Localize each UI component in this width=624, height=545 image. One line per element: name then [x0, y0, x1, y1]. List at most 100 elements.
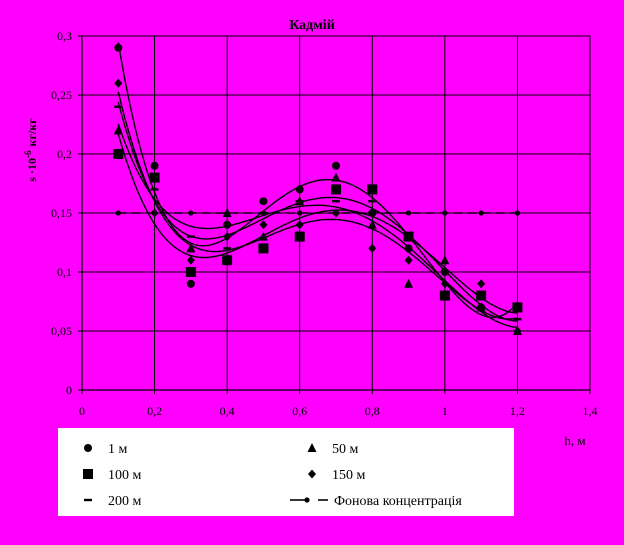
series-5-point: [477, 306, 486, 309]
legend-label: 150 м: [332, 468, 366, 483]
legend-label: 50 м: [332, 442, 359, 457]
series-5-point: [368, 200, 377, 203]
legend-label: Фонова концентрація: [334, 494, 462, 509]
y-axis-label-exponent: -6: [23, 150, 33, 158]
series-3-point: [185, 267, 196, 277]
series-6-point: [369, 210, 375, 216]
series-6-point: [151, 210, 158, 216]
series-4-point: [223, 232, 232, 242]
series-3-point: [331, 184, 341, 195]
series-6-point: [115, 210, 121, 216]
svg-text:s ·10-6кг/кг: s ·10-6 кг/кг: [23, 118, 39, 182]
legend-entry: 150 м: [308, 468, 366, 483]
y-tick-label: 0,3: [57, 29, 72, 43]
y-tick-label: 0,05: [51, 324, 72, 338]
legend-label: 1 м: [108, 442, 128, 457]
legend-items: 1 м 50 м 100 м 150 м 200 м Фонова концентраці…: [83, 442, 462, 509]
series-2-trend-line: [117, 123, 518, 328]
series-4-trend-line: [117, 91, 518, 320]
series-6-point: [405, 210, 412, 216]
series-3-point: [294, 231, 305, 242]
series-4-point: [477, 279, 486, 289]
series-6-point: [188, 210, 194, 216]
legend-entry: 100 м: [83, 468, 142, 483]
chart-title: Кадмій: [289, 18, 335, 33]
series-3-point: [367, 184, 378, 195]
legend-marker: [307, 443, 317, 452]
series-3-point: [512, 302, 523, 313]
legend-entry: 50 м: [307, 442, 359, 457]
series-5-point: [114, 105, 123, 108]
series-3-trend-line: [117, 133, 518, 314]
x-tick-label: 0,4: [220, 404, 235, 418]
legend-label: 200 м: [108, 494, 142, 509]
series-3-point: [258, 243, 269, 254]
y-tick-label: 0: [66, 383, 72, 397]
series-5-point: [186, 235, 195, 238]
data-points: [113, 43, 523, 336]
trend-curves: [117, 42, 518, 328]
legend-box: [58, 428, 514, 516]
series-6-point: [333, 210, 339, 216]
series-2-point: [367, 219, 377, 229]
series-3-point: [439, 290, 450, 301]
series-6-point: [260, 210, 267, 216]
series-1-point: [114, 43, 123, 52]
series-2-point: [186, 243, 196, 253]
x-tick-label: 0: [79, 404, 85, 418]
series-1-point: [295, 185, 304, 194]
series-1-point: [332, 161, 340, 170]
x-tick-label: 1: [442, 404, 448, 418]
series-3-point: [222, 255, 233, 266]
series-5-point: [440, 270, 449, 274]
series-1-point: [259, 197, 268, 206]
series-4-point: [513, 326, 522, 336]
legend-marker: [304, 497, 310, 503]
series-6-point: [478, 210, 484, 216]
y-tick-label: 0,25: [51, 88, 72, 102]
series-2-point: [113, 125, 123, 135]
x-tick-label: 0,8: [365, 404, 380, 418]
series-4-point: [186, 255, 195, 265]
x-tick-label: 0,2: [147, 404, 162, 418]
series-5-point: [295, 200, 304, 203]
series-3-point: [476, 290, 487, 301]
series-1-point: [186, 279, 195, 288]
series-2-point: [404, 278, 414, 288]
series-4-point: [440, 279, 449, 289]
series-4-point: [114, 78, 123, 88]
legend-marker: [83, 469, 93, 479]
series-5-point: [150, 188, 159, 191]
series-1-point: [223, 220, 232, 229]
series-4-point: [295, 220, 304, 230]
legend-entry: Фонова концентрація: [290, 494, 462, 509]
y-axis-label: s ·10-6 кг/кг: [23, 118, 39, 182]
series-4-point: [259, 220, 268, 230]
series-6-point: [297, 210, 303, 216]
series-5-point: [332, 200, 340, 203]
x-tick-label: 1,2: [510, 404, 525, 418]
series-4-point: [404, 255, 413, 265]
series-1-point: [404, 244, 413, 253]
legend: 1 м 50 м 100 м 150 м 200 м Фонова концентраці…: [58, 428, 514, 516]
series-6-point: [442, 210, 448, 216]
x-tick-label: 0,6: [292, 404, 307, 418]
series-2-point: [331, 172, 341, 182]
series-6-point: [514, 210, 521, 216]
series-6-point: [224, 210, 230, 216]
series-2-point: [440, 255, 450, 265]
series-2-point: [258, 231, 268, 241]
series-5-point: [223, 247, 232, 250]
series-3-point: [149, 172, 160, 183]
axes: 0 0,2 0,4 0,6 0,8 1 1,2 1,4 0 0,05 0,1 0,15 0,2 0,25 0…: [51, 29, 598, 418]
series-1-trend-line: [117, 42, 518, 319]
legend-marker: [84, 498, 92, 502]
legend-entry: 1 м: [84, 442, 128, 457]
y-axis-label-main: s ·10: [25, 158, 39, 182]
series-5-point: [513, 318, 522, 321]
series-1-point: [150, 161, 159, 170]
series-4-point: [368, 243, 377, 253]
series-5-trend-line: [117, 101, 518, 322]
